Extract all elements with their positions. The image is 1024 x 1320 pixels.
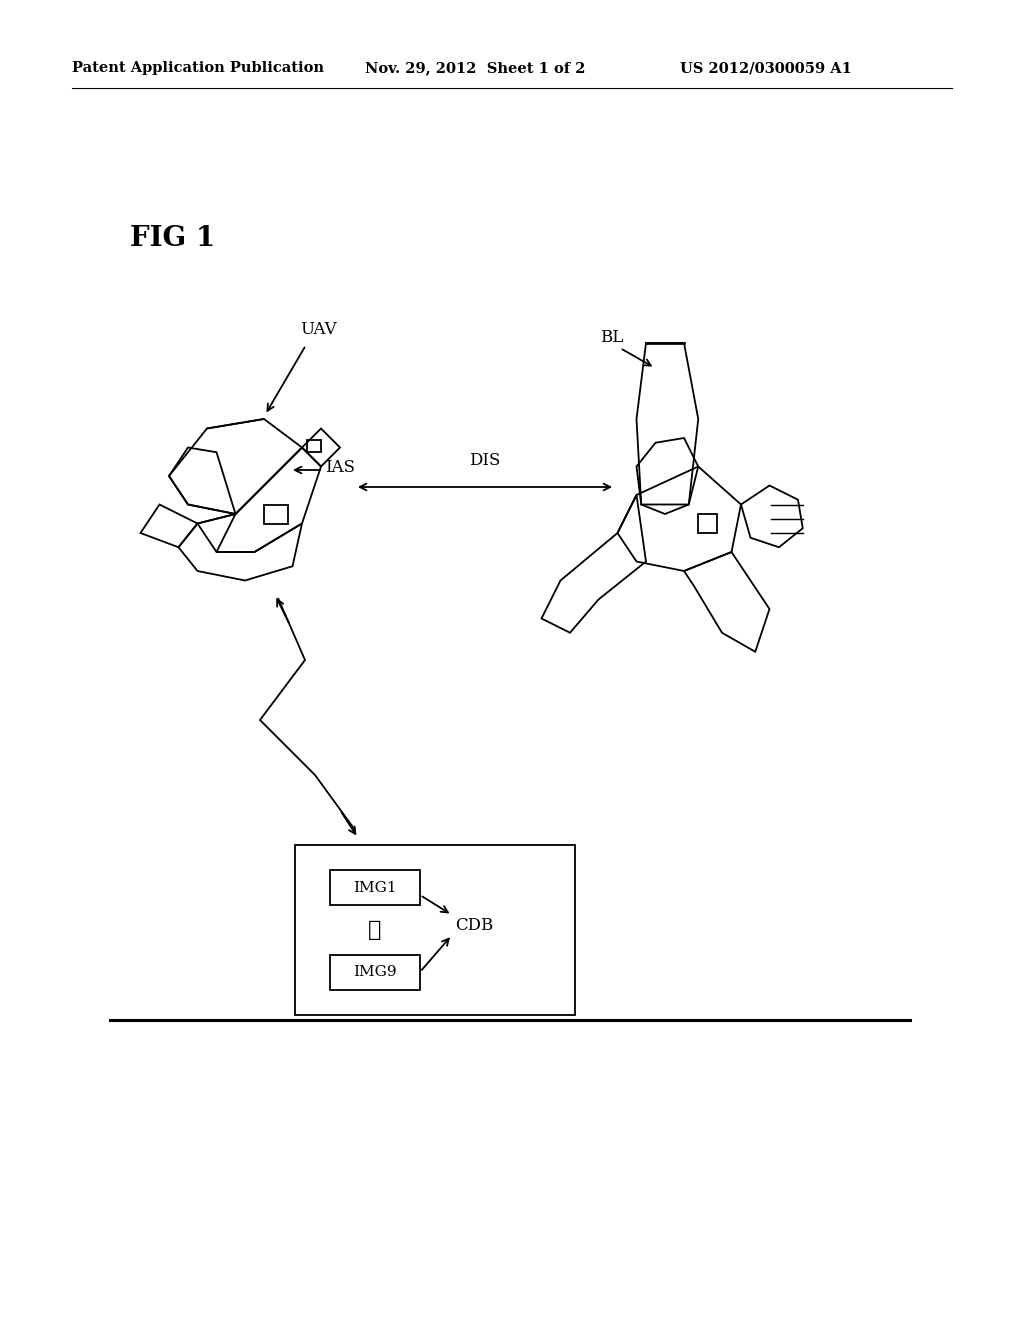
Text: Patent Application Publication: Patent Application Publication <box>72 61 324 75</box>
Text: FIG 1: FIG 1 <box>130 224 215 252</box>
Text: BL: BL <box>600 330 624 346</box>
Text: IAS: IAS <box>325 459 355 477</box>
Text: DIS: DIS <box>469 451 501 469</box>
Text: IMG9: IMG9 <box>353 965 397 979</box>
Bar <box>330 870 420 906</box>
Text: ⋮: ⋮ <box>369 919 382 941</box>
Text: Nov. 29, 2012  Sheet 1 of 2: Nov. 29, 2012 Sheet 1 of 2 <box>365 61 586 75</box>
Text: IMG1: IMG1 <box>353 880 397 895</box>
Bar <box>330 954 420 990</box>
Text: CDB: CDB <box>455 916 494 933</box>
Text: US 2012/0300059 A1: US 2012/0300059 A1 <box>680 61 852 75</box>
Text: UAV: UAV <box>300 322 337 338</box>
Bar <box>295 845 575 1015</box>
